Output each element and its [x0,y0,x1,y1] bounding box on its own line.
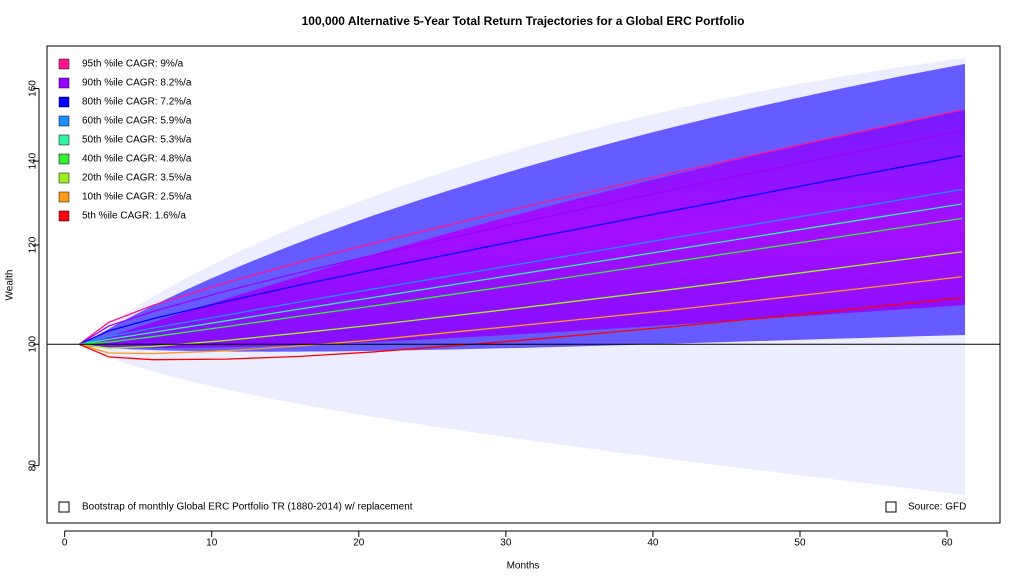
percentile-line [79,188,962,345]
legend-label: 5th %ile CAGR: 1.6%/a [82,211,186,222]
percentile-line [79,251,962,349]
percentile-line [79,217,962,345]
legend-label: 20th %ile CAGR: 3.5%/a [82,173,192,184]
legend-swatch [58,77,70,89]
legend-swatch [58,58,70,70]
note-left: Bootstrap of monthly Global ERC Portfoli… [82,502,413,513]
legend-label: 50th %ile CAGR: 5.3%/a [82,135,192,146]
legend-label: 10th %ile CAGR: 2.5%/a [82,192,192,203]
x-tick-label: 0 [62,538,68,549]
percentile-line [79,203,962,345]
legend-label: 90th %ile CAGR: 8.2%/a [82,78,192,89]
percentile-line [79,297,962,361]
legend-swatch [58,210,70,222]
percentile-line [78,109,962,345]
x-tick-label: 10 [206,538,218,549]
legend-swatch [58,172,70,184]
legend-label: 60th %ile CAGR: 5.9%/a [82,116,192,127]
legend-swatch [58,191,70,203]
trajectory-cloud [80,58,965,495]
x-tick-label: 30 [500,538,512,549]
x-tick-label: 20 [353,538,365,549]
y-tick-label: 100 [28,335,39,352]
y-tick-label: 140 [28,152,39,169]
legend-swatch [58,134,70,146]
plot-frame [46,45,1001,524]
y-tick-label: 120 [28,236,39,253]
note-box [58,501,70,513]
chart-title: 100,000 Alternative 5-Year Total Return … [302,14,745,28]
note-box [885,501,897,513]
y-axis-label: Wealth [5,270,16,301]
legend-label: 40th %ile CAGR: 4.8%/a [82,154,192,165]
percentile-line [79,129,962,345]
legend-swatch [58,96,70,108]
legend-label: 80th %ile CAGR: 7.2%/a [82,97,192,108]
x-axis-label: Months [507,561,540,572]
legend-label: 95th %ile CAGR: 9%/a [82,59,184,70]
legend-swatch [58,153,70,165]
note-right: Source: GFD [908,502,966,513]
percentile-line [79,155,962,345]
legend-swatch [58,115,70,127]
x-tick-label: 40 [647,538,659,549]
x-tick-label: 60 [941,538,953,549]
percentile-line [79,276,962,355]
y-tick-label: 80 [28,460,39,472]
y-tick-label: 160 [28,80,39,97]
x-tick-label: 50 [794,538,806,549]
